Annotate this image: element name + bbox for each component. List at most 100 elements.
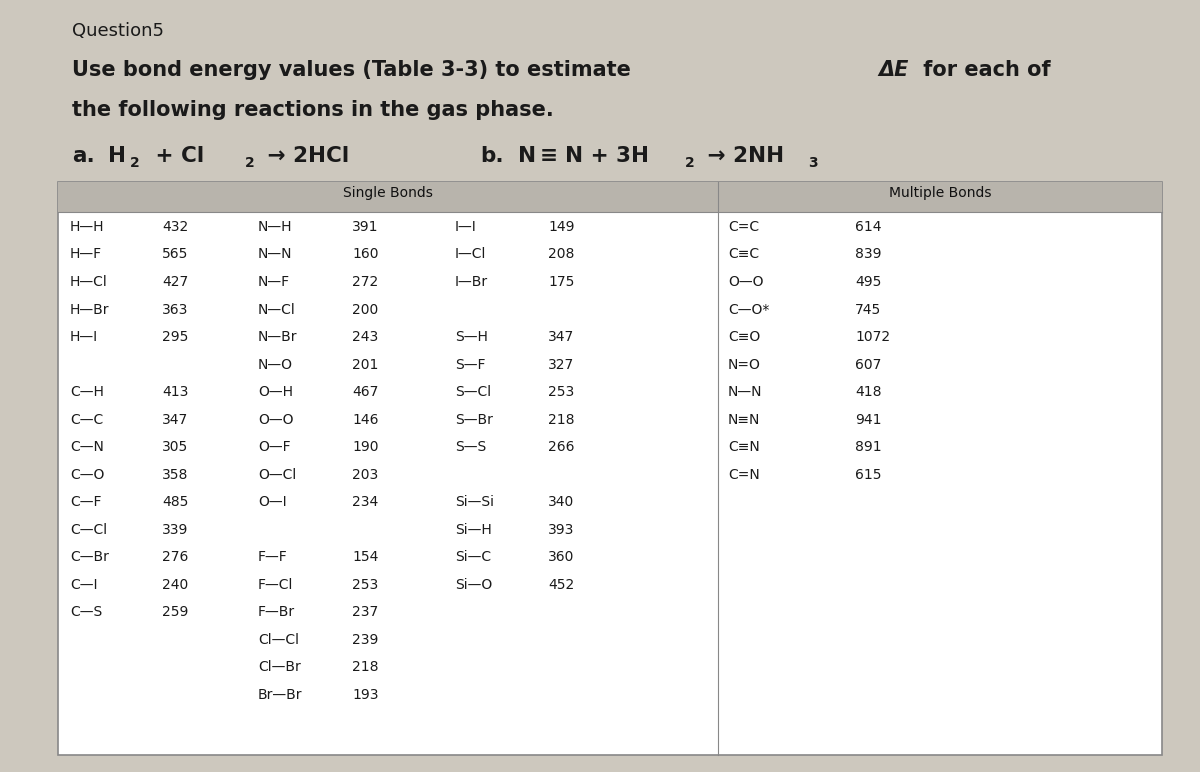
Text: 272: 272: [352, 275, 378, 289]
Text: 340: 340: [548, 495, 575, 509]
Text: 240: 240: [162, 577, 188, 591]
Text: 413: 413: [162, 385, 188, 399]
Text: Si—O: Si—O: [455, 577, 492, 591]
Text: I—I: I—I: [455, 220, 476, 234]
Text: S—Cl: S—Cl: [455, 385, 491, 399]
Text: 266: 266: [548, 440, 575, 454]
Text: Single Bonds: Single Bonds: [343, 186, 433, 200]
Text: C—S: C—S: [70, 605, 102, 619]
Text: 259: 259: [162, 605, 188, 619]
Text: 243: 243: [352, 330, 378, 344]
Text: + Cl: + Cl: [148, 146, 204, 166]
Text: → 2HCl: → 2HCl: [260, 146, 349, 166]
Text: 607: 607: [856, 357, 881, 371]
Text: 427: 427: [162, 275, 188, 289]
Text: 3: 3: [808, 156, 817, 170]
Text: 614: 614: [856, 220, 882, 234]
Text: Use bond energy values (Table 3-3) to estimate: Use bond energy values (Table 3-3) to es…: [72, 60, 638, 80]
Text: F—F: F—F: [258, 550, 288, 564]
Text: H—H: H—H: [70, 220, 104, 234]
Text: C≡N: C≡N: [728, 440, 760, 454]
Text: N=O: N=O: [728, 357, 761, 371]
Text: 201: 201: [352, 357, 378, 371]
Text: I—Br: I—Br: [455, 275, 488, 289]
Text: → 2NH: → 2NH: [700, 146, 784, 166]
Text: 276: 276: [162, 550, 188, 564]
Bar: [58, 182, 1162, 212]
Text: S—H: S—H: [455, 330, 488, 344]
Text: 295: 295: [162, 330, 188, 344]
Text: 160: 160: [352, 248, 378, 262]
Text: Question5: Question5: [72, 22, 164, 40]
Text: 347: 347: [162, 412, 188, 426]
Text: 1072: 1072: [856, 330, 890, 344]
Text: b.: b.: [480, 146, 504, 166]
Text: N—F: N—F: [258, 275, 290, 289]
Text: 200: 200: [352, 303, 378, 317]
Text: O—I: O—I: [258, 495, 287, 509]
Text: C—O: C—O: [70, 468, 104, 482]
Text: C=C: C=C: [728, 220, 760, 234]
Text: 190: 190: [352, 440, 378, 454]
Text: N + 3H: N + 3H: [565, 146, 649, 166]
Text: H—I: H—I: [70, 330, 98, 344]
Text: S—S: S—S: [455, 440, 486, 454]
Text: for each of: for each of: [916, 60, 1051, 80]
Text: 218: 218: [352, 660, 378, 674]
Text: 149: 149: [548, 220, 575, 234]
Text: 839: 839: [856, 248, 882, 262]
Text: C—C: C—C: [70, 412, 103, 426]
Text: H: H: [108, 146, 126, 166]
Text: 234: 234: [352, 495, 378, 509]
Bar: [58, 182, 1162, 755]
Text: 237: 237: [352, 605, 378, 619]
Text: 347: 347: [548, 330, 575, 344]
Text: 360: 360: [548, 550, 575, 564]
Text: C—Cl: C—Cl: [70, 523, 107, 537]
Text: 239: 239: [352, 632, 378, 646]
Text: 327: 327: [548, 357, 575, 371]
Text: C—O*: C—O*: [728, 303, 769, 317]
Text: N—Br: N—Br: [258, 330, 298, 344]
Text: S—Br: S—Br: [455, 412, 493, 426]
Text: I—Cl: I—Cl: [455, 248, 486, 262]
Text: ΔE: ΔE: [878, 60, 908, 80]
Text: C≡O: C≡O: [728, 330, 761, 344]
Text: C—H: C—H: [70, 385, 104, 399]
Text: 146: 146: [352, 412, 378, 426]
Text: H—Cl: H—Cl: [70, 275, 108, 289]
Text: 154: 154: [352, 550, 378, 564]
Text: Multiple Bonds: Multiple Bonds: [889, 186, 991, 200]
Text: 745: 745: [856, 303, 881, 317]
Text: Cl—Cl: Cl—Cl: [258, 632, 299, 646]
Text: C≡C: C≡C: [728, 248, 760, 262]
Text: 2: 2: [245, 156, 254, 170]
Text: 363: 363: [162, 303, 188, 317]
Text: 305: 305: [162, 440, 188, 454]
Text: 218: 218: [548, 412, 575, 426]
Text: H—Br: H—Br: [70, 303, 109, 317]
Text: C=N: C=N: [728, 468, 760, 482]
Text: 2: 2: [130, 156, 139, 170]
Text: O—H: O—H: [258, 385, 293, 399]
Text: Si—Si: Si—Si: [455, 495, 494, 509]
Text: 891: 891: [856, 440, 882, 454]
Text: C—N: C—N: [70, 440, 104, 454]
Text: 485: 485: [162, 495, 188, 509]
Text: 432: 432: [162, 220, 188, 234]
Text: H—F: H—F: [70, 248, 102, 262]
Text: Si—H: Si—H: [455, 523, 492, 537]
Text: F—Cl: F—Cl: [258, 577, 293, 591]
Text: the following reactions in the gas phase.: the following reactions in the gas phase…: [72, 100, 553, 120]
Text: C—F: C—F: [70, 495, 102, 509]
Text: N—H: N—H: [258, 220, 293, 234]
Text: a.: a.: [72, 146, 95, 166]
Text: 565: 565: [162, 248, 188, 262]
Text: 253: 253: [548, 385, 575, 399]
Text: 941: 941: [856, 412, 882, 426]
Text: N—Cl: N—Cl: [258, 303, 295, 317]
Text: Si—C: Si—C: [455, 550, 491, 564]
Text: N—N: N—N: [258, 248, 293, 262]
Text: 193: 193: [352, 688, 378, 702]
Text: C—I: C—I: [70, 577, 97, 591]
